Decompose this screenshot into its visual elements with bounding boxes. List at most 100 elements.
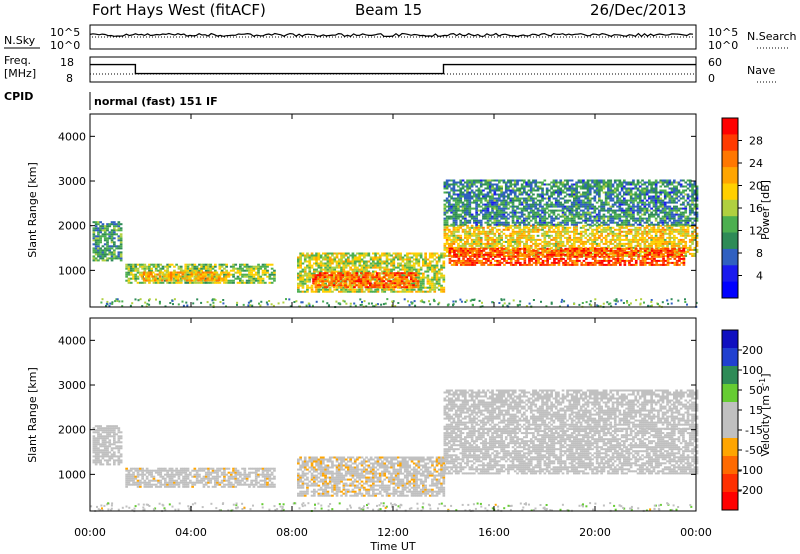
heatmap-cell xyxy=(536,223,540,226)
heatmap-cell xyxy=(645,238,649,241)
heatmap-cell xyxy=(529,240,533,243)
heatmap-cell xyxy=(443,223,447,226)
heatmap-cell xyxy=(127,279,131,282)
heatmap-cell xyxy=(488,219,492,222)
heatmap-cell xyxy=(528,257,531,260)
heatmap-cell xyxy=(641,261,645,264)
heatmap-cell xyxy=(266,269,269,272)
heatmap-cell xyxy=(232,263,235,266)
heatmap-cell xyxy=(500,242,503,245)
heatmap-cell xyxy=(588,238,592,241)
heatmap-cell xyxy=(209,267,213,270)
heatmap-cell xyxy=(646,253,649,256)
heatmap-cell xyxy=(340,270,343,273)
heatmap-cell xyxy=(684,232,688,235)
heatmap-cell xyxy=(254,279,258,282)
heatmap-cell xyxy=(372,256,375,259)
heatmap-cell xyxy=(193,265,197,268)
heatmap-cell xyxy=(514,255,518,258)
heatmap-cell xyxy=(509,240,513,243)
heatmap-cell xyxy=(206,271,210,274)
heatmap-cell xyxy=(563,215,567,218)
heatmap-cell xyxy=(557,244,560,247)
heatmap-cell xyxy=(595,226,599,229)
heatmap-cell xyxy=(387,280,390,283)
heatmap-cell xyxy=(488,185,492,188)
heatmap-cell xyxy=(602,252,606,255)
heatmap-cell xyxy=(500,234,503,237)
heatmap-cell xyxy=(613,244,617,247)
heatmap-cell xyxy=(303,268,307,271)
heatmap-cell xyxy=(453,259,456,262)
heatmap-cell xyxy=(328,286,332,289)
heatmap-cell xyxy=(147,275,150,278)
heatmap-cell xyxy=(594,249,597,252)
heatmap-cell xyxy=(101,227,105,230)
heatmap-cell xyxy=(110,231,114,234)
heatmap-cell xyxy=(603,249,606,252)
heatmap-cell xyxy=(575,193,578,196)
heatmap-cell xyxy=(365,254,368,257)
heatmap-cell xyxy=(513,179,517,182)
heatmap-cell xyxy=(611,252,615,255)
heatmap-cell xyxy=(214,281,217,284)
heatmap-cell xyxy=(677,238,681,241)
heatmap-cell xyxy=(682,263,686,266)
heatmap-cell xyxy=(389,286,393,289)
heatmap-cell xyxy=(375,282,379,285)
heatmap-cell xyxy=(119,233,123,236)
heatmap-cell xyxy=(375,274,379,277)
heatmap-cell xyxy=(445,183,449,186)
heatmap-cell xyxy=(516,183,519,186)
heatmap-cell xyxy=(399,268,402,271)
heatmap-cell xyxy=(552,242,556,245)
heatmap-cell xyxy=(666,263,670,266)
heatmap-cell xyxy=(340,256,343,259)
heatmap-cell xyxy=(607,249,611,252)
heatmap-cell xyxy=(378,256,382,259)
heatmap-cell xyxy=(412,272,415,275)
heatmap-cell xyxy=(486,224,490,227)
heatmap-cell xyxy=(353,256,357,259)
heatmap-cell xyxy=(545,189,549,192)
heatmap-cell xyxy=(313,258,316,261)
heatmap-cell xyxy=(523,251,527,254)
heatmap-cell xyxy=(448,261,452,264)
heatmap-cell xyxy=(454,240,458,243)
heatmap-cell xyxy=(301,286,305,289)
heatmap-cell xyxy=(473,238,476,241)
heatmap-cell xyxy=(177,273,181,276)
heatmap-cell xyxy=(493,193,497,196)
heatmap-cell xyxy=(315,268,318,271)
heatmap-cell xyxy=(561,207,565,210)
heatmap-cell xyxy=(380,284,384,287)
heatmap-cell xyxy=(575,240,578,243)
heatmap-cell xyxy=(161,277,165,280)
heatmap-cell xyxy=(557,251,561,254)
heatmap-cell xyxy=(482,257,486,260)
heatmap-cell xyxy=(511,219,515,222)
heatmap-cell xyxy=(646,251,649,254)
heatmap-cell xyxy=(573,236,576,239)
heatmap-cell xyxy=(464,197,467,200)
heatmap-cell xyxy=(563,219,567,222)
heatmap-cell xyxy=(201,277,205,280)
heatmap-cell xyxy=(245,267,249,270)
heatmap-cell xyxy=(673,244,676,247)
heatmap-cell xyxy=(347,252,350,255)
heatmap-cell xyxy=(498,263,502,266)
heatmap-cell xyxy=(632,236,635,239)
heatmap-cell xyxy=(412,274,415,277)
heatmap-cell xyxy=(445,242,449,245)
heatmap-cell xyxy=(319,264,323,267)
heatmap-cell xyxy=(437,272,441,275)
heatmap-cell xyxy=(505,251,509,254)
heatmap-cell xyxy=(473,255,477,258)
heatmap-cell xyxy=(403,274,407,277)
heatmap-cell xyxy=(414,280,418,283)
heatmap-cell xyxy=(507,181,510,184)
heatmap-cell xyxy=(502,203,506,206)
heatmap-cell xyxy=(475,181,478,184)
heatmap-cell xyxy=(577,215,581,218)
heatmap-cell xyxy=(110,259,114,262)
